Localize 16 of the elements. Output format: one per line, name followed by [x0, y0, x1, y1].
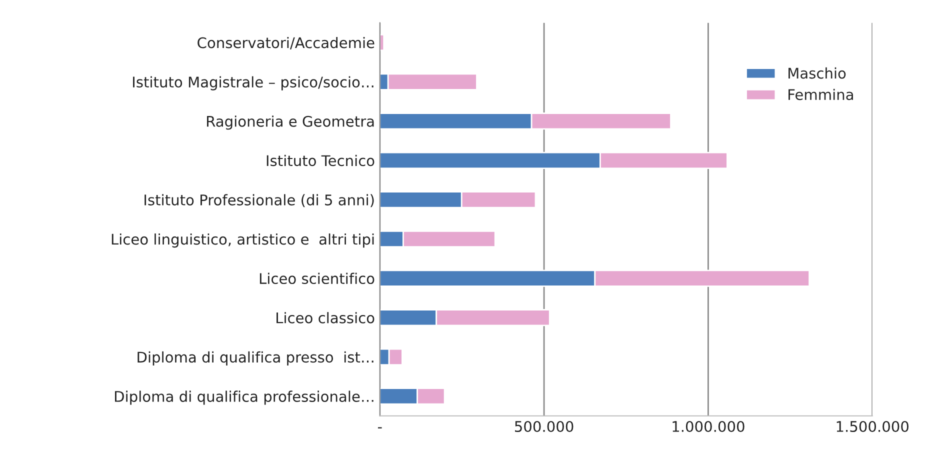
y-tick-label: Istituto Magistrale – psico/socio… [133, 76, 374, 90]
y-tick-label: Istituto Professionale (di 5 anni) [144, 194, 374, 208]
y-tick-label: Liceo linguistico, artistico e altri tipi [112, 233, 374, 248]
y-tick-label: Istituto Tecnico [266, 154, 374, 166]
y-tick-label: Ragioneria e Geometra [207, 116, 374, 130]
x-tick-label: 500.000 [515, 420, 574, 432]
x-tick-label: - [378, 427, 382, 428]
x-tick-label: 1.000.000 [672, 420, 744, 432]
y-tick-label: Diploma di qualifica presso ist… [138, 351, 374, 366]
legend-label: Maschio [788, 67, 846, 79]
y-tick-label: Diploma di qualifica professionale… [115, 390, 374, 405]
y-tick-label: Liceo classico [276, 312, 374, 324]
legend-label: Femmina [788, 88, 853, 100]
y-tick-label: Liceo scientifico [260, 272, 374, 284]
x-tick-label: 1.500.000 [836, 420, 908, 432]
y-tick-label: Conservatori/Accademie [198, 36, 374, 50]
